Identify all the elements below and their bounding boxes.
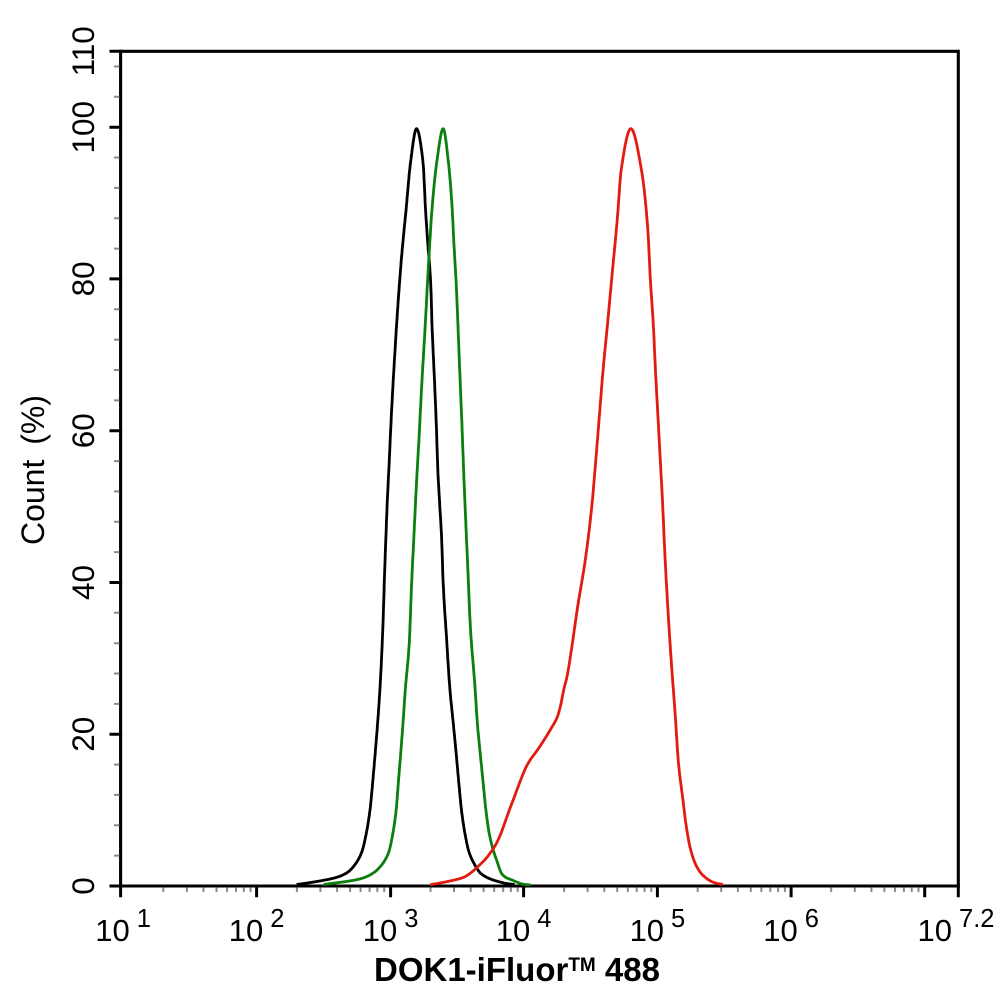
svg-text:104: 10 4 xyxy=(496,905,552,948)
svg-text:80: 80 xyxy=(65,261,101,296)
svg-text:103: 10 3 xyxy=(363,905,419,948)
svg-text:110: 110 xyxy=(65,26,101,76)
svg-text:20: 20 xyxy=(65,717,101,752)
svg-text:106: 10 6 xyxy=(763,905,819,948)
svg-text:105: 10 5 xyxy=(630,905,686,948)
svg-text:101: 10 1 xyxy=(95,905,151,948)
svg-text:100: 100 xyxy=(65,101,101,154)
svg-text:Count (%): Count (%) xyxy=(15,395,51,545)
svg-text:0: 0 xyxy=(65,877,101,895)
svg-text:60: 60 xyxy=(65,413,101,448)
svg-text:40: 40 xyxy=(65,565,101,600)
svg-text:107.2: 10 7.2 xyxy=(918,905,994,948)
svg-text:DOK1-iFluorTM 488: DOK1-iFluorTM 488 xyxy=(374,951,660,988)
svg-text:102: 10 2 xyxy=(229,905,285,948)
